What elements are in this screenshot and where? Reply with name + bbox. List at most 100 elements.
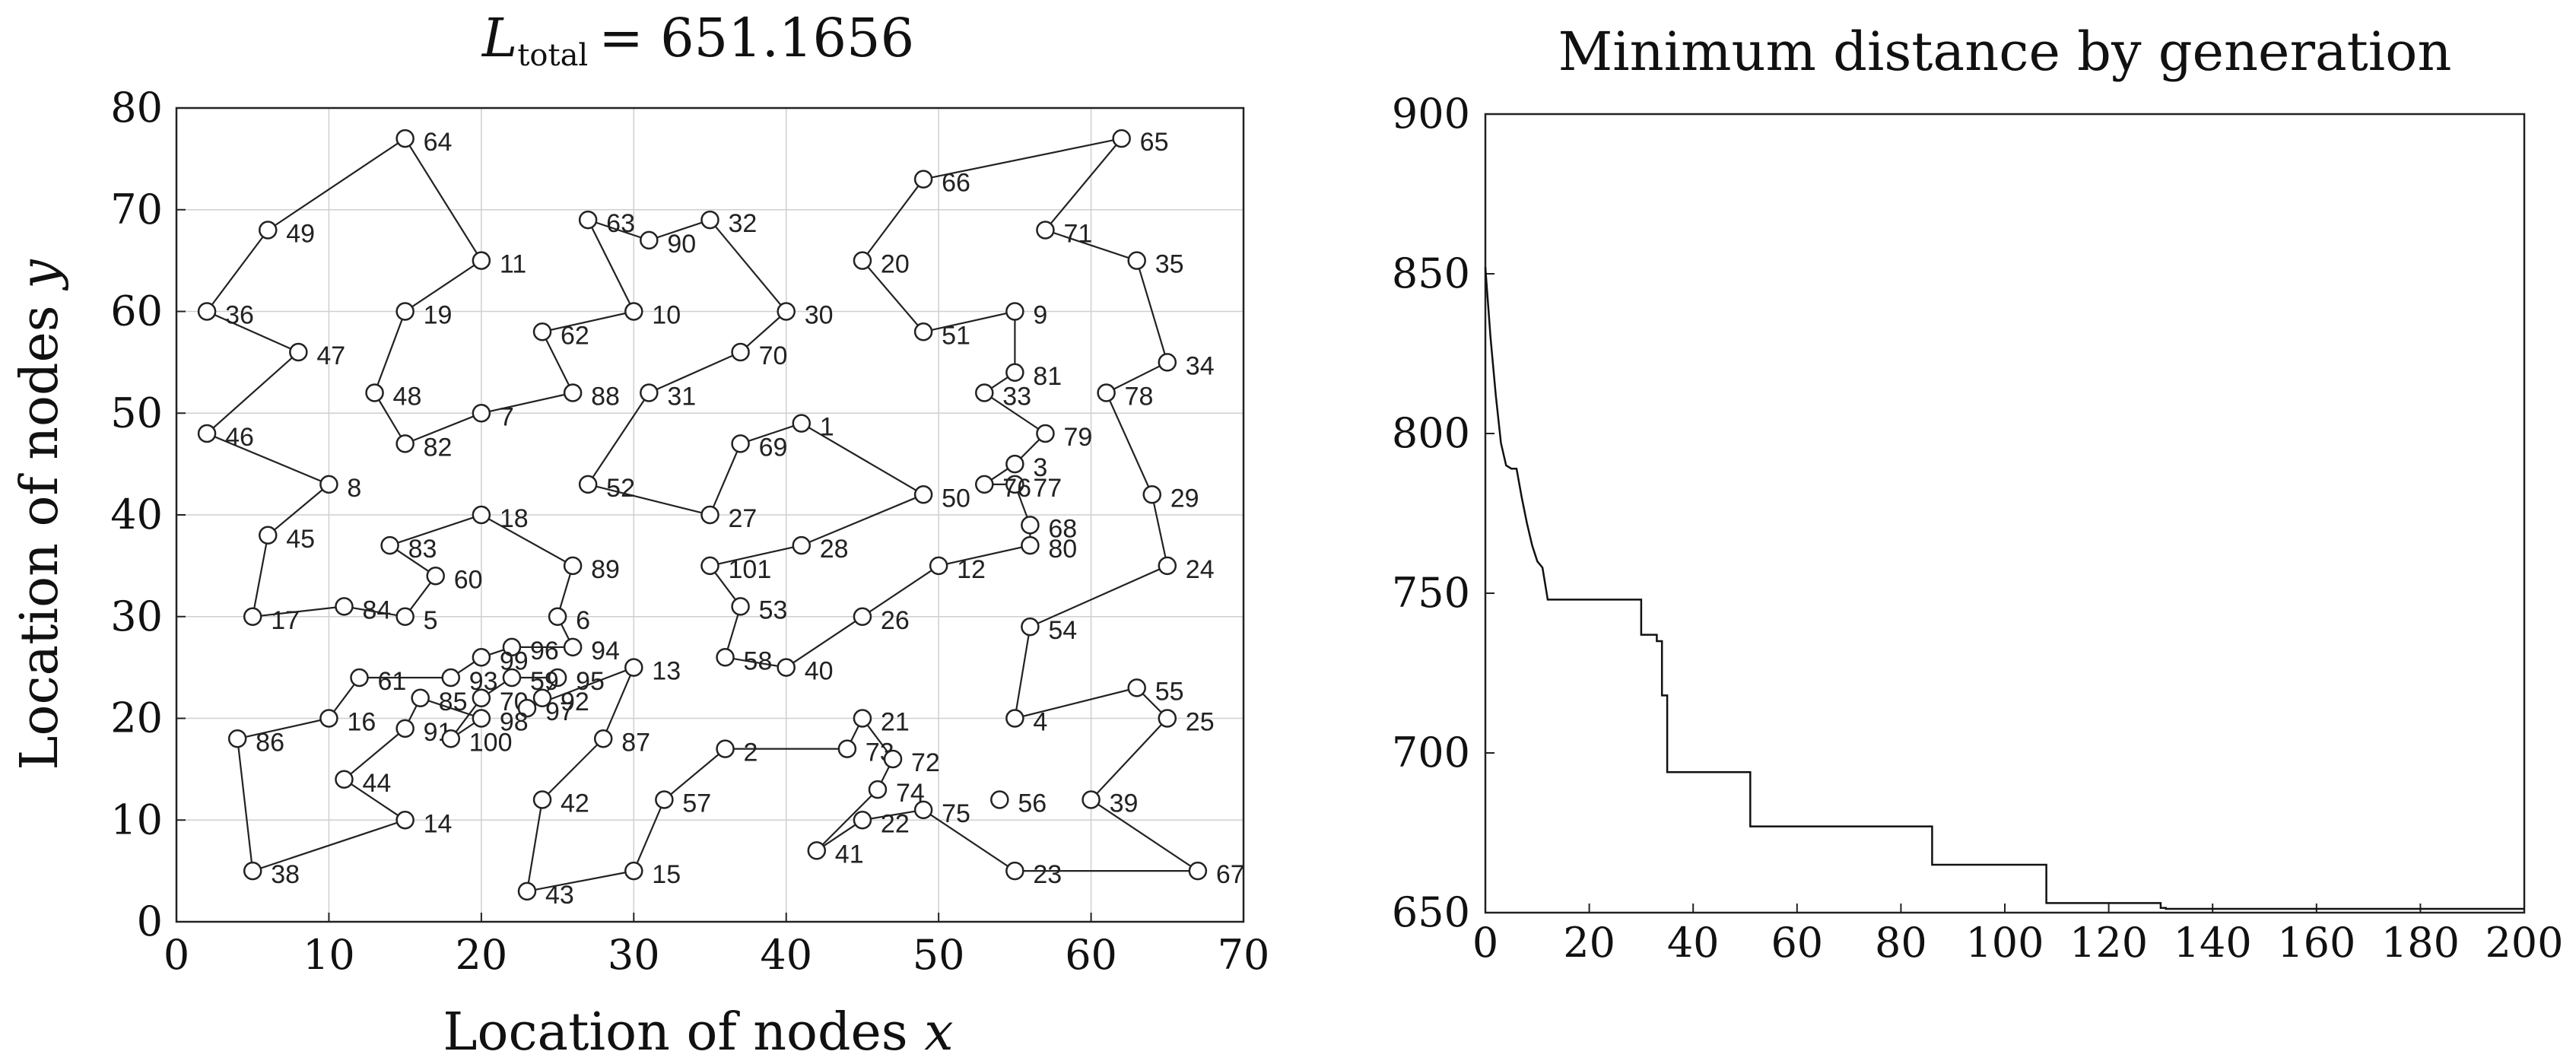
node-marker <box>593 729 613 748</box>
node-label: 45 <box>286 525 315 554</box>
route-ylabel-var: y <box>10 259 70 291</box>
y-tick-label: 900 <box>1392 90 1470 138</box>
y-tick-label: 10 <box>110 796 163 843</box>
node-marker <box>700 505 719 525</box>
node-marker <box>716 739 735 758</box>
node-label: 94 <box>591 637 620 665</box>
node-marker <box>913 485 933 504</box>
node-marker <box>1127 678 1146 697</box>
node-marker <box>1158 709 1177 728</box>
node-marker <box>472 648 491 667</box>
route-xlabel-var: x <box>924 1002 953 1062</box>
node-marker <box>227 729 247 748</box>
node-marker <box>1127 251 1146 270</box>
node-label: 53 <box>759 596 788 624</box>
node-label: 24 <box>1186 555 1215 584</box>
y-tick-label: 0 <box>137 897 163 945</box>
node-label: 7 <box>500 402 514 431</box>
node-marker <box>913 170 933 189</box>
node-label: 35 <box>1155 250 1184 279</box>
route-y-axis-title: Location of nodes y <box>10 259 70 770</box>
node-marker <box>243 607 262 626</box>
node-label: 16 <box>347 708 376 737</box>
node-marker <box>1158 353 1177 372</box>
node-label: 64 <box>424 128 453 157</box>
route-title-subscript: total <box>517 38 588 73</box>
node-marker <box>655 790 674 809</box>
node-marker <box>395 434 415 453</box>
node-marker <box>395 129 415 148</box>
node-marker <box>1036 221 1055 240</box>
node-marker <box>243 861 262 881</box>
node-label: 78 <box>1125 383 1154 411</box>
node-marker <box>624 658 643 677</box>
node-marker <box>1021 535 1040 555</box>
x-tick-label: 20 <box>455 931 507 979</box>
node-marker <box>441 668 461 688</box>
node-label: 97 <box>545 697 574 726</box>
node-label: 36 <box>225 301 254 330</box>
convergence-chart: 0 20 40 60 80 100 120 140 160 180 200 650 700 750 800… <box>1392 21 2564 967</box>
node-label: 42 <box>561 789 589 818</box>
node-label: 68 <box>1048 514 1077 543</box>
x-tick-label: 10 <box>303 931 355 979</box>
node-marker <box>197 424 217 443</box>
node-label: 62 <box>561 321 589 350</box>
node-marker <box>868 780 888 799</box>
node-marker <box>1005 475 1024 494</box>
node-marker <box>289 342 308 362</box>
node-label: 79 <box>1063 423 1092 452</box>
node-label: 18 <box>500 504 529 533</box>
node-label: 56 <box>1018 789 1047 818</box>
node-marker <box>441 729 461 748</box>
x-tick-label: 60 <box>1771 919 1823 967</box>
route-x-axis-title: Location of nodes x <box>443 1002 953 1062</box>
node-label: 69 <box>759 433 788 462</box>
node-label: 12 <box>957 555 986 584</box>
node-marker <box>532 790 552 809</box>
node-label: 48 <box>393 383 422 411</box>
node-marker <box>1158 556 1177 576</box>
x-tick-label: 70 <box>1218 931 1270 979</box>
node-label: 8 <box>347 474 361 503</box>
node-marker <box>319 709 338 728</box>
node-marker <box>517 881 537 901</box>
x-tick-label: 40 <box>1667 919 1720 967</box>
node-label: 4 <box>1033 708 1047 737</box>
x-tick-label: 0 <box>164 931 189 979</box>
node-label: 98 <box>500 708 529 737</box>
route-y-ticks: 0 10 20 30 40 50 60 70 80 <box>110 84 186 945</box>
node-label: 23 <box>1033 860 1062 889</box>
node-marker <box>837 739 857 758</box>
node-marker <box>426 567 445 586</box>
node-marker <box>411 688 430 707</box>
node-label: 19 <box>424 301 453 330</box>
convergence-x-ticks: 0 20 40 60 80 100 120 140 160 180 200 <box>1472 904 2564 967</box>
node-label: 54 <box>1048 616 1077 645</box>
x-tick-label: 140 <box>2174 919 2252 967</box>
node-label: 49 <box>286 220 315 249</box>
node-marker <box>319 475 338 494</box>
node-label: 52 <box>606 474 635 503</box>
node-label: 6 <box>576 606 590 635</box>
node-label: 32 <box>729 209 758 238</box>
node-marker <box>563 637 583 657</box>
node-marker <box>975 475 994 494</box>
node-label: 1 <box>820 413 834 442</box>
node-marker <box>259 526 278 545</box>
node-marker <box>335 770 354 789</box>
node-label: 92 <box>561 688 589 716</box>
route-grid <box>176 108 1244 922</box>
node-marker <box>380 535 399 555</box>
node-label: 66 <box>942 169 970 198</box>
node-marker <box>913 322 933 341</box>
y-tick-label: 40 <box>110 491 163 538</box>
node-label: 89 <box>591 555 620 584</box>
node-label: 25 <box>1186 708 1215 737</box>
node-label: 9 <box>1033 301 1047 330</box>
route-x-ticks: 0 10 20 30 40 50 60 70 <box>164 913 1270 979</box>
node-marker <box>472 709 491 728</box>
node-label: 44 <box>362 769 391 798</box>
